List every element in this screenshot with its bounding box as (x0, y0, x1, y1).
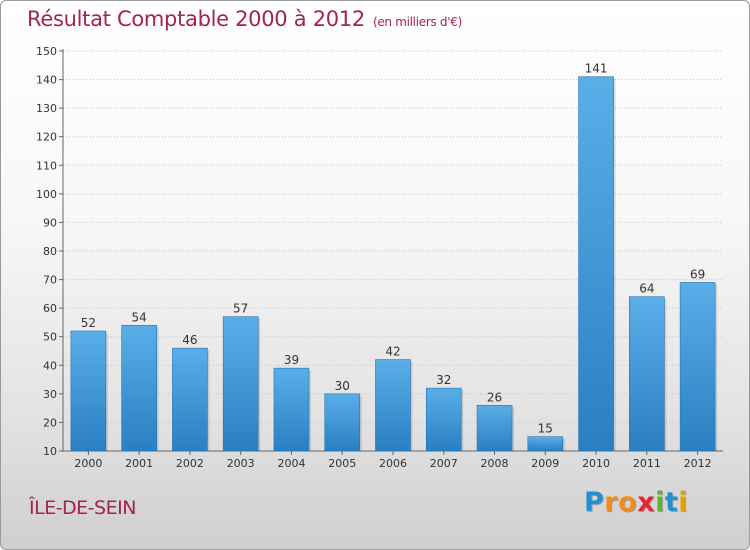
y-tick-label: 90 (43, 216, 57, 229)
y-tick-label: 60 (43, 302, 57, 315)
logo-letter: i (655, 487, 665, 518)
logo-letter: o (618, 487, 638, 518)
bar-2003 (222, 316, 259, 452)
value-label: 30 (335, 379, 350, 393)
logo-letter: r (604, 487, 619, 518)
value-label: 46 (182, 333, 197, 347)
x-tick-label: 2003 (227, 457, 255, 470)
value-label: 15 (538, 422, 553, 436)
bar-2008 (476, 404, 513, 452)
proxiti-logo: Proxiti (584, 487, 688, 518)
logo-letter: i (678, 487, 689, 518)
y-tick-label: 10 (43, 445, 57, 458)
y-tick-label: 50 (43, 331, 57, 344)
y-tick-label: 20 (43, 416, 57, 429)
y-tick-label: 100 (36, 188, 57, 201)
bars (70, 76, 718, 452)
value-label: 32 (436, 373, 451, 387)
y-tick-label: 40 (43, 359, 57, 372)
value-label: 69 (690, 267, 705, 281)
x-tick-label: 2009 (531, 457, 559, 470)
x-tick-label: 2008 (481, 457, 509, 470)
value-label: 57 (233, 302, 248, 316)
bar-2010 (578, 76, 614, 452)
value-label: 42 (385, 345, 400, 359)
value-label: 64 (639, 282, 654, 296)
labels: 10 20 30 40 50 60 70 80 90 100 110 120 130 140 150 52 20… (36, 45, 712, 470)
chart-title-text: Résultat Comptable 2000 à 2012 (27, 7, 365, 31)
place-name: ÎLE-DE-SEIN (29, 497, 136, 519)
y-tick-label: 70 (43, 274, 57, 287)
value-label: 141 (585, 62, 608, 76)
value-label: 54 (132, 310, 147, 324)
bar-2006 (375, 359, 411, 452)
x-tick-label: 2000 (74, 457, 102, 470)
x-tick-label: 2004 (277, 457, 305, 470)
value-label: 26 (487, 390, 502, 404)
x-tick-label: 2005 (328, 457, 356, 470)
y-tick-label: 150 (36, 45, 57, 58)
bar-2005 (324, 393, 361, 452)
logo-letter: P (584, 487, 605, 518)
bar-2007 (425, 387, 462, 452)
bar-2004 (273, 367, 310, 452)
bar-2012 (679, 282, 716, 452)
chart-title-unit: (en milliers d'€) (372, 15, 462, 29)
bar-2002 (172, 347, 208, 452)
logo-letter: x (637, 487, 656, 518)
x-tick-label: 2012 (684, 457, 712, 470)
logo-letter: t (664, 487, 679, 518)
y-tick-label: 110 (36, 159, 57, 172)
chart-title: Résultat Comptable 2000 à 2012 (en millie… (27, 7, 462, 31)
y-tick-label: 130 (36, 102, 57, 115)
x-tick-label: 2010 (582, 457, 610, 470)
y-tick-label: 80 (43, 245, 57, 258)
x-tick-label: 2006 (379, 457, 407, 470)
y-tick-label: 120 (36, 131, 57, 144)
y-tick-label: 140 (36, 74, 57, 87)
bar-2009 (527, 436, 564, 452)
bar-2000 (70, 330, 107, 452)
x-tick-label: 2007 (430, 457, 458, 470)
value-label: 52 (81, 316, 96, 330)
value-label: 39 (284, 353, 299, 367)
x-tick-label: 2001 (125, 457, 153, 470)
x-tick-label: 2002 (176, 457, 204, 470)
bar-2001 (121, 324, 157, 452)
y-tick-label: 30 (43, 388, 57, 401)
bar-2011 (629, 296, 665, 452)
x-tick-label: 2011 (633, 457, 661, 470)
